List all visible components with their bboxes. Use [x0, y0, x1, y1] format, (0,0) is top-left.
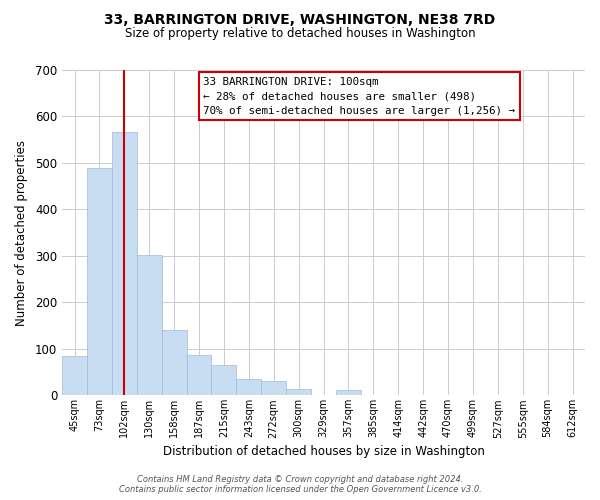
Text: 33 BARRINGTON DRIVE: 100sqm
← 28% of detached houses are smaller (498)
70% of se: 33 BARRINGTON DRIVE: 100sqm ← 28% of det… [203, 76, 515, 116]
Text: Contains HM Land Registry data © Crown copyright and database right 2024.
Contai: Contains HM Land Registry data © Crown c… [119, 474, 481, 494]
Bar [137, 255, 161, 396]
Y-axis label: Number of detached properties: Number of detached properties [15, 140, 28, 326]
Bar [87, 168, 112, 396]
Bar [336, 390, 361, 396]
Bar [187, 356, 211, 396]
Bar [62, 356, 87, 396]
Bar [261, 382, 286, 396]
Bar [161, 330, 187, 396]
Text: 33, BARRINGTON DRIVE, WASHINGTON, NE38 7RD: 33, BARRINGTON DRIVE, WASHINGTON, NE38 7… [104, 12, 496, 26]
Bar [211, 365, 236, 396]
Bar [236, 378, 261, 396]
Text: Size of property relative to detached houses in Washington: Size of property relative to detached ho… [125, 28, 475, 40]
Bar [286, 389, 311, 396]
X-axis label: Distribution of detached houses by size in Washington: Distribution of detached houses by size … [163, 444, 484, 458]
Bar [112, 132, 137, 396]
